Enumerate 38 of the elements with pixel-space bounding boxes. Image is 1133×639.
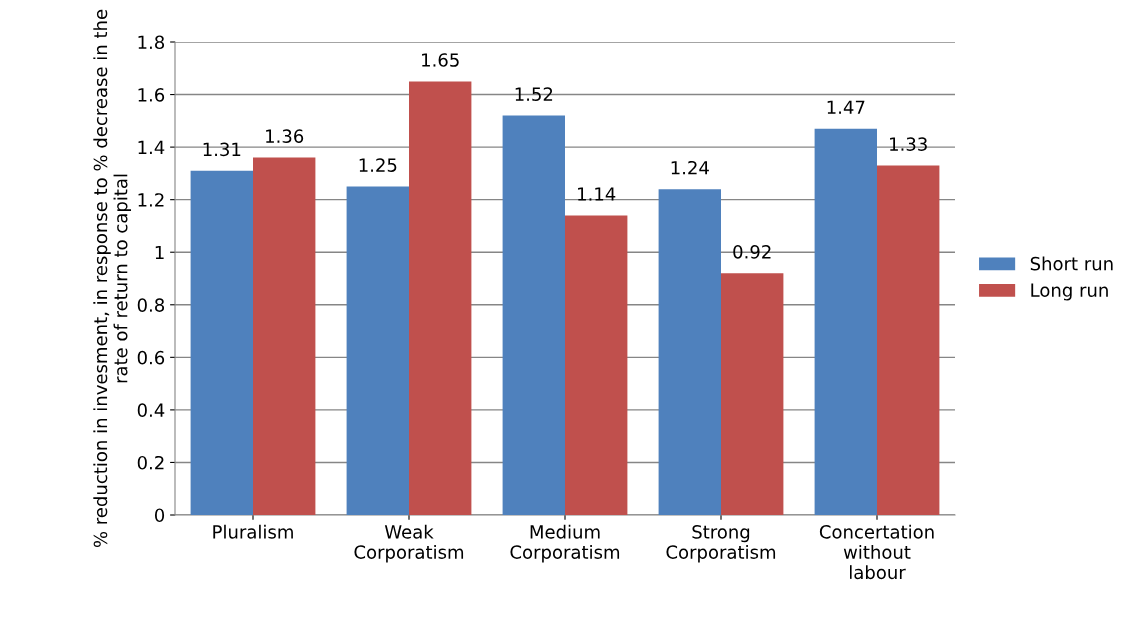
y-tick-label: 1.4 bbox=[138, 140, 165, 154]
bar bbox=[721, 273, 784, 515]
legend-label: Long run bbox=[1031, 283, 1108, 301]
y-tick-label: 1.8 bbox=[138, 35, 165, 50]
y-axis-title: % reduction in invesment, in response to % decrease in the rate of return to capital bbox=[93, 9, 132, 548]
bar bbox=[346, 186, 409, 515]
y-tick-label: 1.2 bbox=[138, 193, 164, 207]
x-tick-label: Strong Corporatism bbox=[666, 525, 776, 563]
data-label: 1.65 bbox=[422, 53, 459, 67]
x-tick-label: Pluralism bbox=[213, 524, 293, 539]
data-label: 0.92 bbox=[733, 244, 771, 259]
bar bbox=[877, 165, 940, 515]
data-label: 1.33 bbox=[890, 137, 927, 151]
x-tick-label: Medium Corporatism bbox=[510, 524, 620, 563]
bar bbox=[565, 215, 628, 515]
data-label: 1.52 bbox=[515, 87, 553, 101]
bar bbox=[658, 189, 721, 515]
data-label: 1.14 bbox=[578, 187, 616, 201]
y-tick-label: 0 bbox=[154, 508, 165, 523]
data-label: 1.47 bbox=[827, 100, 865, 114]
data-label: 1.24 bbox=[671, 160, 709, 175]
y-tick-label: 0.2 bbox=[137, 455, 164, 470]
bar bbox=[502, 115, 565, 515]
x-tick-label: Concertation without labour bbox=[819, 524, 934, 580]
y-tick-label: 0.8 bbox=[137, 298, 165, 312]
data-label: 1.31 bbox=[203, 142, 241, 157]
bar bbox=[814, 128, 877, 515]
bar bbox=[253, 157, 316, 515]
bar bbox=[409, 81, 472, 515]
bar bbox=[190, 170, 253, 515]
y-tick-label: 0.4 bbox=[137, 403, 165, 418]
y-tick-label: 0.6 bbox=[137, 350, 165, 365]
x-tick-label: Weak Corporatism bbox=[354, 524, 464, 563]
y-tick-label: 1 bbox=[155, 245, 164, 260]
y-tick-label: 1.6 bbox=[138, 88, 165, 102]
legend-label: Short run bbox=[1030, 256, 1113, 271]
data-label: 1.36 bbox=[266, 129, 304, 144]
data-label: 1.25 bbox=[359, 158, 397, 172]
